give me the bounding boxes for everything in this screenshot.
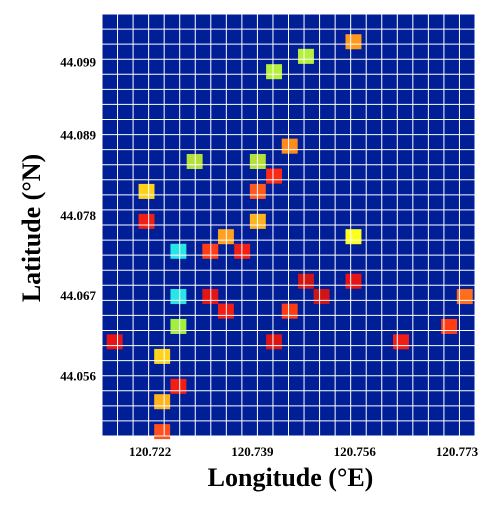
y-tick-label: 44.089 (60, 128, 96, 143)
heat-cell (281, 303, 298, 319)
x-axis-ticks: 120.722 120.739 120.756 120.773 (129, 444, 479, 459)
y-tick-label: 44.056 (60, 368, 96, 383)
y-axis-ticks: 44.099 44.089 44.078 44.067 44.056 (60, 55, 96, 384)
x-tick-label: 120.773 (436, 444, 479, 459)
x-tick-label: 120.756 (334, 444, 377, 459)
heat-cell (345, 273, 362, 289)
y-tick-label: 44.099 (60, 55, 96, 70)
heat-cell (313, 289, 330, 305)
heat-cell (170, 318, 187, 334)
heat-cell (170, 243, 187, 259)
heat-cell (281, 138, 298, 154)
heat-cell (202, 289, 219, 305)
y-tick-label: 44.067 (60, 288, 96, 303)
heat-cell (266, 64, 283, 80)
heat-cell (170, 378, 187, 394)
heat-cell (393, 334, 409, 350)
heat-cell (154, 348, 171, 364)
heat-cell (138, 213, 155, 229)
y-axis-label: Latitude (°N) (17, 154, 46, 302)
heat-cell (297, 273, 314, 289)
heat-cell (138, 183, 155, 199)
heat-cell (266, 168, 283, 184)
heat-cell (170, 289, 187, 305)
heat-cell (266, 334, 283, 350)
heat-cell (345, 229, 362, 245)
heat-cell (154, 424, 171, 440)
heat-cell (345, 34, 362, 50)
heat-cell (154, 394, 171, 410)
heat-cell (186, 153, 203, 169)
heat-cell (297, 48, 314, 64)
x-tick-label: 120.739 (231, 444, 274, 459)
heat-cell (106, 334, 123, 350)
grid-lines (101, 13, 476, 437)
x-tick-label: 120.722 (129, 444, 171, 459)
heat-cell (202, 243, 219, 259)
y-tick-label: 44.078 (60, 208, 96, 223)
x-axis-label: Longitude (°E) (208, 463, 374, 492)
